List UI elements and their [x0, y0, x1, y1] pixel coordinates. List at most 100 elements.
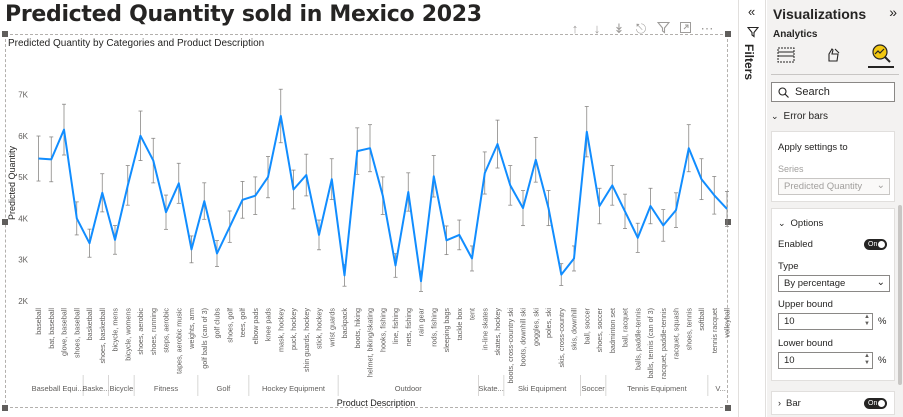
- error-bars-section-header[interactable]: ⌄ Error bars: [771, 111, 828, 122]
- filters-label: Filters: [742, 44, 756, 81]
- x-tick-label: goggles, ski: [531, 308, 540, 346]
- y-tick-label: 3K: [18, 256, 28, 265]
- arrow-up-icon[interactable]: ↑: [571, 21, 579, 36]
- focus-mode-icon[interactable]: [678, 21, 692, 37]
- stepper-icon[interactable]: ▲ ▼: [864, 353, 870, 366]
- bar-toggle-label: On: [868, 400, 878, 407]
- analytics-subtitle: Analytics: [773, 29, 818, 40]
- series-dropdown-value: Predicted Quantity: [784, 181, 863, 192]
- x-tick-label: shoes, basketball: [98, 308, 107, 364]
- resize-handle[interactable]: [2, 31, 8, 37]
- expand-hierarchy-icon[interactable]: ⎋: [635, 21, 647, 36]
- type-label: Type: [778, 261, 799, 272]
- analytics-icon[interactable]: [868, 42, 894, 68]
- series-label: Series: [778, 164, 804, 174]
- x-group-label: Fitness: [154, 384, 178, 393]
- x-tick-label: ball, soccer: [582, 307, 591, 344]
- x-group-label: Skate...: [478, 384, 503, 393]
- x-tick-label: boots, hiking: [353, 308, 362, 348]
- search-input[interactable]: [795, 86, 885, 98]
- error-bars-heading: Error bars: [783, 111, 828, 122]
- chart-title: Predicted Quantity by Categories and Pro…: [8, 38, 265, 49]
- y-axis-title: Predicted Quantity: [7, 145, 17, 220]
- x-tick-label: baseball: [34, 308, 43, 335]
- x-tick-label: line, fishing: [391, 308, 400, 344]
- toggle-knob: [878, 400, 885, 407]
- x-tick-label: volleyball: [723, 308, 732, 338]
- lower-bound-value: 10: [784, 355, 795, 366]
- upper-bound-percent: %: [878, 316, 887, 327]
- x-tick-label: tennis racquet: [710, 308, 719, 353]
- resize-handle[interactable]: [725, 31, 731, 37]
- chevron-double-left-icon[interactable]: «: [748, 4, 756, 19]
- y-tick-label: 5K: [18, 173, 28, 182]
- x-tick-label: golf clubs: [213, 308, 222, 339]
- stepper-icon[interactable]: ▲ ▼: [864, 314, 870, 327]
- y-tick-label: 7K: [18, 91, 28, 100]
- x-tick-label: knee pads: [264, 308, 273, 342]
- filter-icon[interactable]: [656, 21, 670, 37]
- visualizations-title: Visualizations: [773, 6, 867, 22]
- lower-bound-input[interactable]: 10 ▲ ▼: [778, 352, 873, 369]
- enabled-toggle-label: On: [868, 241, 878, 248]
- search-box[interactable]: [771, 82, 895, 102]
- x-tick-label: helmet, biking/skating: [366, 308, 375, 377]
- report-title: Predicted Quantity sold in Mexico 2023: [5, 2, 482, 27]
- line-chart-visual[interactable]: [2, 31, 731, 411]
- bar-toggle[interactable]: On: [864, 398, 887, 409]
- enabled-toggle[interactable]: On: [864, 239, 887, 250]
- x-tick-label: balls, paddle-tennis: [633, 308, 642, 370]
- lower-bound-percent: %: [878, 355, 887, 366]
- options-section-header[interactable]: ⌄ Options: [778, 218, 823, 229]
- bar-section-header[interactable]: › Bar: [778, 398, 801, 409]
- bar-heading: Bar: [786, 398, 801, 409]
- x-tick-label: hooks, fishing: [378, 308, 387, 352]
- y-tick-label: 6K: [18, 132, 28, 141]
- x-group-label: Hockey Equipment: [262, 384, 326, 393]
- x-tick-label: boots, downhill ski: [519, 308, 528, 367]
- x-tick-label: racquet, squash: [672, 308, 681, 359]
- type-dropdown[interactable]: By percentage ⌄: [778, 275, 890, 292]
- x-group-label: Ski Equipment: [518, 384, 567, 393]
- x-tick-label: racquet, paddle-tennis: [659, 308, 668, 380]
- x-group-label: Outdoor: [395, 384, 423, 393]
- x-tick-label: tees, golf: [238, 308, 247, 337]
- filter-icon: [747, 26, 759, 38]
- resize-handle[interactable]: [2, 219, 8, 225]
- upper-bound-input[interactable]: 10 ▲ ▼: [778, 313, 873, 330]
- lower-bound-label: Lower bound: [778, 338, 833, 349]
- apply-settings-label: Apply settings to: [778, 142, 848, 153]
- x-tick-label: glove, baseball: [60, 308, 69, 356]
- x-tick-label: shoes, tennis: [684, 308, 693, 351]
- x-tick-label: shoes, aerobic: [136, 308, 145, 355]
- pane-scrollbar[interactable]: [898, 205, 902, 385]
- x-tick-label: shoes, soccer: [595, 307, 604, 352]
- x-tick-label: puck, hockey: [289, 308, 298, 350]
- x-tick-label: sleeping bags: [442, 308, 451, 353]
- chart-svg: 2K 3K 4K 5K 6K 7K baseball bat, baseball glove,…: [7, 88, 732, 408]
- resize-handle[interactable]: [2, 405, 8, 411]
- series-line[interactable]: [38, 115, 728, 283]
- double-arrow-down-icon[interactable]: ↡: [613, 21, 625, 36]
- chevron-down-icon: ⌄: [876, 180, 885, 191]
- build-visual-icon[interactable]: [773, 42, 799, 68]
- x-group-label: Tennis Equipment: [627, 384, 688, 393]
- x-tick-label: boots, cross-country ski: [506, 308, 515, 384]
- x-tick-label: steps, aerobic: [162, 308, 171, 353]
- resize-handle[interactable]: [725, 405, 731, 411]
- chevron-right-icon: ›: [778, 398, 781, 408]
- filters-pane-collapsed[interactable]: « Filters: [738, 0, 766, 417]
- x-tick-label: tent: [468, 308, 477, 320]
- x-group-label: Baske...: [82, 384, 109, 393]
- chevron-down-icon: ⌄: [778, 218, 786, 228]
- x-tick-label: bat, baseball: [47, 308, 56, 349]
- x-tick-label: in-line skates: [480, 308, 489, 350]
- resize-handle[interactable]: [725, 219, 731, 225]
- x-tick-label: stick, hockey: [315, 308, 324, 350]
- chevron-double-right-icon[interactable]: »: [889, 4, 897, 20]
- x-group-label: Bicycle: [109, 384, 133, 393]
- arrow-down-icon[interactable]: ↓: [593, 21, 601, 36]
- x-tick-label: bicycle, womens: [123, 308, 132, 361]
- more-options-icon[interactable]: ⋯: [700, 21, 714, 36]
- format-visual-icon[interactable]: [820, 42, 846, 68]
